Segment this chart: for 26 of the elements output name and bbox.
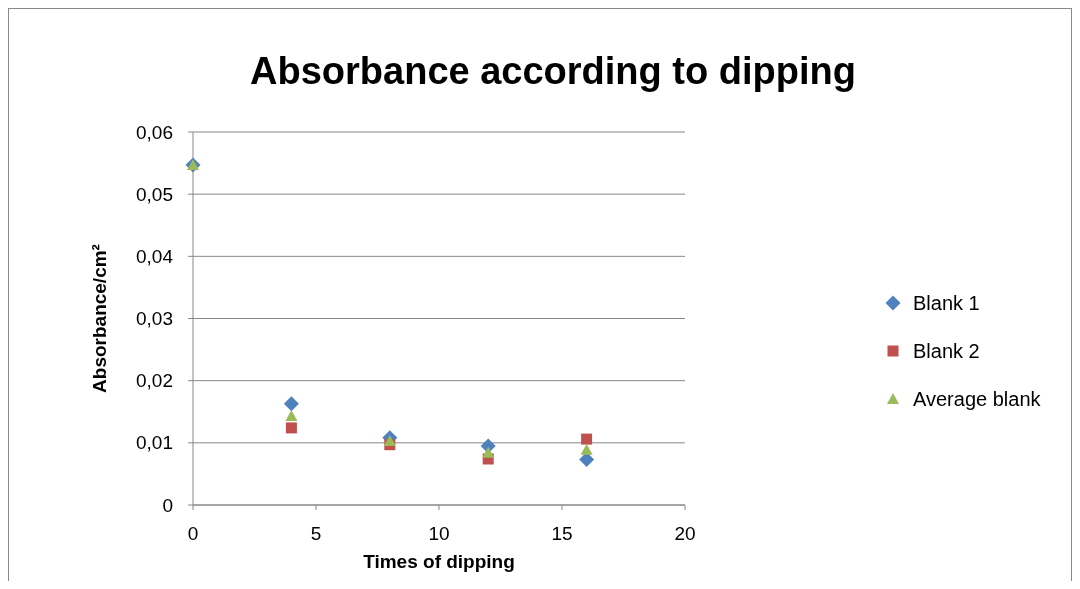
x-tick-label: 15 [551, 523, 573, 544]
y-tick-label: 0,04 [136, 245, 174, 267]
legend-label: Blank 1 [913, 292, 980, 314]
point [580, 443, 593, 455]
x-tick-label: 5 [310, 523, 322, 544]
y-axis-title: Absorbance/cm² [89, 244, 110, 393]
point [579, 452, 595, 468]
y-tick-label: 0,06 [136, 121, 173, 143]
point [285, 422, 297, 434]
point [283, 396, 299, 412]
legend-label: Blank 2 [913, 340, 980, 362]
point [285, 410, 298, 422]
chart-title: Absorbance according to dipping [250, 50, 856, 92]
x-tick-label: 0 [187, 523, 199, 544]
y-tick-label: 0,03 [136, 308, 173, 330]
point [383, 434, 396, 446]
y-tick-label: 0,01 [136, 432, 173, 454]
x-tick-label: 10 [428, 523, 450, 544]
legend-label: Average blank [913, 388, 1042, 410]
y-tick-label: 0,02 [136, 370, 173, 392]
x-axis-title: Times of dipping [363, 551, 515, 572]
point [482, 446, 495, 458]
x-tick-label: 20 [674, 523, 696, 544]
point [581, 433, 593, 445]
y-tick-label: 0,05 [136, 183, 173, 205]
y-tick-label: 0 [162, 494, 173, 516]
